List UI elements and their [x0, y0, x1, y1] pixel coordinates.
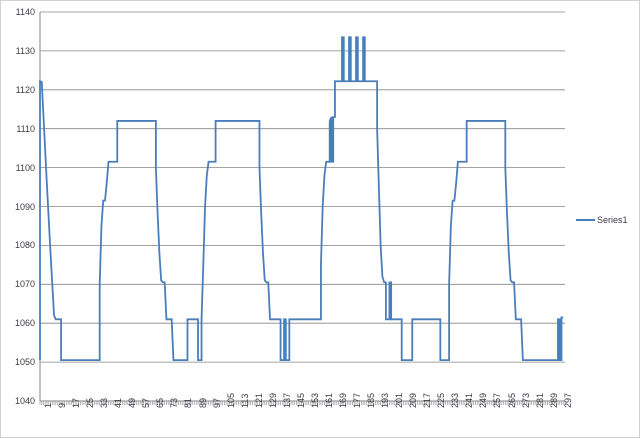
x-tick-label-233: 233: [450, 392, 461, 408]
x-tick-label-257: 257: [492, 392, 503, 408]
x-tick-label-201: 201: [394, 392, 405, 408]
x-tick-label-49: 49: [127, 397, 138, 408]
x-tick-label-241: 241: [464, 392, 475, 408]
x-tick-label-225: 225: [436, 392, 447, 408]
y-tick-label-1090: 1090: [14, 201, 35, 212]
x-axis-ticks: [39, 401, 566, 405]
x-tick-label-177: 177: [352, 392, 363, 408]
y-tick-label-1050: 1050: [14, 357, 35, 368]
x-tick-label-217: 217: [422, 392, 433, 408]
x-tick-label-161: 161: [323, 392, 334, 408]
x-tick-label-137: 137: [281, 392, 292, 408]
x-tick-label-57: 57: [141, 397, 152, 408]
x-tick-label-65: 65: [155, 397, 166, 408]
x-tick-label-265: 265: [506, 392, 517, 408]
x-tick-label-193: 193: [380, 392, 391, 408]
y-tick-label-1070: 1070: [14, 279, 35, 290]
x-tick-label-209: 209: [408, 392, 419, 408]
x-tick-label-113: 113: [239, 393, 250, 408]
legend-color-swatch: [576, 219, 595, 221]
y-tick-label-1140: 1140: [15, 7, 35, 17]
chart-legend: Series1: [576, 215, 628, 225]
x-tick-label-289: 289: [548, 392, 559, 408]
x-tick-label-145: 145: [295, 392, 306, 408]
x-tick-label-153: 153: [309, 392, 320, 408]
x-tick-label-9: 9: [57, 402, 68, 408]
x-tick-label-1: 1: [43, 402, 53, 408]
x-tick-label-97: 97: [211, 397, 222, 408]
x-tick-label-73: 73: [169, 397, 180, 408]
x-tick-label-121: 121: [253, 392, 264, 408]
x-tick-label-249: 249: [478, 392, 489, 408]
x-tick-label-33: 33: [99, 397, 110, 408]
y-tick-label-1120: 1120: [15, 84, 35, 95]
x-tick-label-81: 81: [183, 397, 194, 408]
y-tick-label-1130: 1130: [15, 45, 35, 56]
y-tick-label-1080: 1080: [14, 240, 35, 251]
x-tick-label-25: 25: [85, 397, 96, 408]
x-tick-label-297: 297: [562, 392, 573, 408]
y-tick-label-1100: 1100: [15, 162, 35, 173]
x-tick-label-89: 89: [197, 397, 208, 408]
y-tick-label-1060: 1060: [14, 318, 35, 329]
x-tick-label-105: 105: [225, 392, 236, 408]
gridlines-group: [40, 11, 565, 402]
x-tick-label-17: 17: [71, 397, 82, 408]
x-tick-label-169: 169: [337, 392, 348, 408]
legend-label-series1: Series1: [597, 215, 628, 225]
x-tick-label-129: 129: [267, 392, 278, 408]
series1-line: [39, 36, 564, 362]
x-tick-label-273: 273: [520, 392, 531, 408]
x-tick-label-281: 281: [534, 392, 545, 408]
x-tick-label-41: 41: [113, 397, 124, 408]
x-tick-label-185: 185: [366, 392, 377, 408]
y-tick-label-1110: 1110: [16, 123, 35, 134]
y-tick-label-1040: 1040: [14, 396, 35, 406]
